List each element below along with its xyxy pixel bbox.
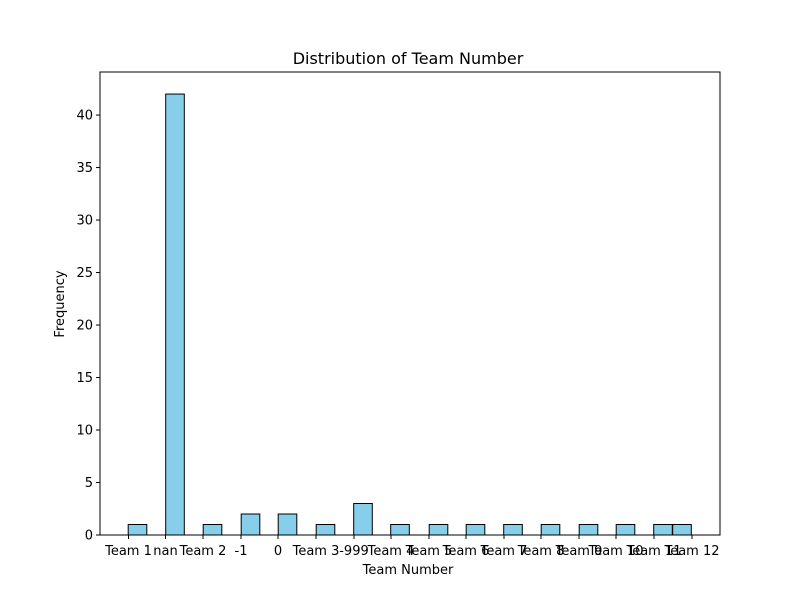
y-tick-label-6: 30 — [76, 214, 93, 229]
x-tick-label-1: nan — [153, 544, 177, 559]
bar-1 — [165, 93, 185, 536]
x-tick-label-4: 0 — [274, 544, 282, 559]
x-tick-label-7: Team 4 — [367, 544, 415, 559]
y-tick-label-1: 5 — [85, 476, 93, 491]
x-tick-label-3: -1 — [235, 544, 248, 559]
x-axis-label: Team Number — [362, 563, 454, 578]
bar-12 — [578, 524, 599, 536]
y-tick-label-0: 0 — [85, 529, 93, 544]
chart-title: Distribution of Team Number — [293, 49, 524, 68]
x-tick-label-8: Team 5 — [405, 544, 453, 559]
bar-15 — [672, 524, 692, 536]
x-tick-label-2: Team 2 — [179, 544, 227, 559]
x-tick-label-15: Team 12 — [663, 544, 719, 559]
bar-11 — [540, 524, 561, 536]
y-axis-label: Frequency — [53, 270, 68, 337]
x-tick-label-14: Team 11 — [625, 544, 681, 559]
bar-9 — [465, 524, 486, 536]
bar-3 — [240, 513, 261, 536]
x-tick-label-5: Team 3 — [292, 544, 340, 559]
axes-frame — [99, 71, 721, 536]
bar-14 — [653, 524, 673, 536]
y-tick-label-5: 25 — [76, 266, 93, 281]
x-tick-label-6: -999 — [339, 544, 369, 559]
bar-2 — [202, 524, 223, 536]
x-tick-label-10: Team 7 — [480, 544, 528, 559]
x-tick-label-13: Team 10 — [587, 544, 643, 559]
bar-5 — [315, 524, 336, 536]
bar-4 — [277, 513, 298, 536]
bar-13 — [615, 524, 636, 536]
bar-6 — [353, 503, 373, 536]
y-tick-label-3: 15 — [76, 371, 93, 386]
x-tick-label-0: Team 1 — [104, 544, 152, 559]
y-tick-label-2: 10 — [76, 424, 93, 439]
y-tick-label-7: 35 — [76, 161, 93, 176]
bars-group — [127, 93, 692, 536]
y-tick-label-8: 40 — [76, 109, 93, 124]
bar-8 — [428, 524, 449, 536]
y-ticks-group: 0 5 10 15 20 25 30 35 40 — [76, 109, 100, 544]
bar-10 — [503, 524, 523, 536]
x-tick-label-9: Team 6 — [442, 544, 490, 559]
x-tick-label-12: Team 9 — [555, 544, 603, 559]
bar-0 — [127, 524, 148, 536]
y-tick-label-4: 20 — [76, 319, 93, 334]
x-tick-label-11: Team 8 — [517, 544, 565, 559]
bar-7 — [390, 524, 410, 536]
